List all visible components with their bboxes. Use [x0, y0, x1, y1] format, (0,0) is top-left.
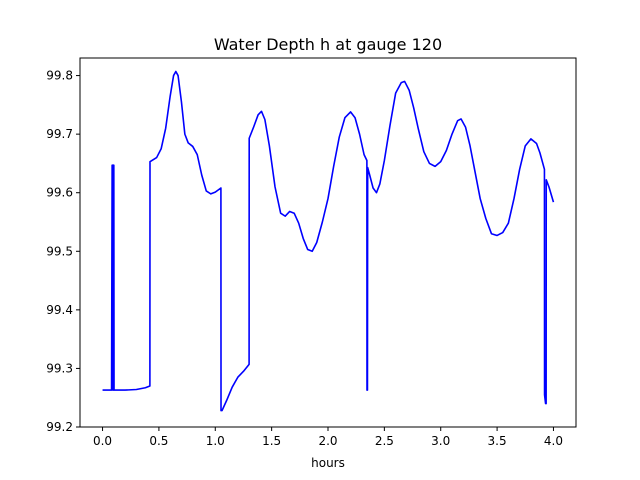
y-tick-label: 99.3	[46, 361, 73, 375]
x-tick-label: 4.0	[544, 434, 563, 448]
x-tick-label: 3.0	[431, 434, 450, 448]
x-tick-label: 0.5	[149, 434, 168, 448]
y-tick-label: 99.7	[46, 127, 73, 141]
series-line	[102, 70, 555, 412]
y-tick-label: 99.6	[46, 186, 73, 200]
plot-area	[102, 70, 555, 412]
x-tick-label: 1.0	[206, 434, 225, 448]
y-tick-label: 99.2	[46, 420, 73, 434]
y-tick-label: 99.8	[46, 69, 73, 83]
x-tick-label: 3.5	[488, 434, 507, 448]
x-tick-label: 0.0	[93, 434, 112, 448]
x-axis-label: hours	[311, 456, 345, 470]
y-tick-label: 99.4	[46, 303, 73, 317]
y-axis-ticks: 99.2 99.3 99.4 99.5 99.6 99.7 99.8	[46, 69, 80, 434]
x-tick-label: 2.5	[375, 434, 394, 448]
y-tick-label: 99.5	[46, 244, 73, 258]
x-tick-label: 2.0	[318, 434, 337, 448]
x-tick-label: 1.5	[262, 434, 281, 448]
chart-title: Water Depth h at gauge 120	[214, 35, 442, 54]
x-axis-ticks: 0.0 0.5 1.0 1.5 2.0 2.5 3.0 3.5 4.0	[93, 427, 563, 448]
